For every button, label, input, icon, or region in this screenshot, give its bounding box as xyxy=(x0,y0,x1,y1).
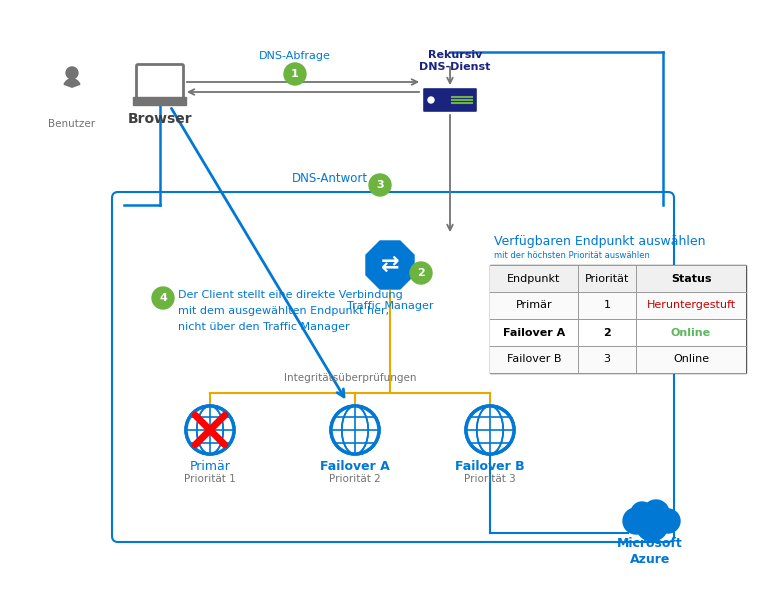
FancyBboxPatch shape xyxy=(490,265,746,292)
Circle shape xyxy=(428,97,434,103)
FancyBboxPatch shape xyxy=(490,292,746,319)
Text: Microsoft
Azure: Microsoft Azure xyxy=(617,537,682,566)
Text: Priorität 1: Priorität 1 xyxy=(184,474,236,484)
Text: Der Client stellt eine direkte Verbindung: Der Client stellt eine direkte Verbindun… xyxy=(178,290,402,300)
FancyBboxPatch shape xyxy=(423,88,477,113)
Text: Endpunkt: Endpunkt xyxy=(507,274,561,283)
Text: Priorität: Priorität xyxy=(585,274,629,283)
Text: Priorität 3: Priorität 3 xyxy=(464,474,516,484)
Circle shape xyxy=(332,407,378,453)
FancyBboxPatch shape xyxy=(490,319,746,346)
Text: 1: 1 xyxy=(291,69,299,79)
Text: mit der höchsten Priorität auswählen: mit der höchsten Priorität auswählen xyxy=(494,251,650,260)
Circle shape xyxy=(369,174,391,196)
Text: Failover A: Failover A xyxy=(320,460,390,473)
Text: Integritätsüberprüfungen: Integritätsüberprüfungen xyxy=(284,373,417,383)
Circle shape xyxy=(631,502,653,524)
Text: nicht über den Traffic Manager: nicht über den Traffic Manager xyxy=(178,322,349,332)
Text: 1: 1 xyxy=(604,301,611,311)
Polygon shape xyxy=(366,241,414,289)
Circle shape xyxy=(186,406,234,454)
Circle shape xyxy=(66,67,78,79)
Text: mit dem ausgewählten Endpunkt her,: mit dem ausgewählten Endpunkt her, xyxy=(178,306,389,316)
FancyBboxPatch shape xyxy=(136,64,183,100)
Text: 3: 3 xyxy=(604,355,611,364)
Text: Browser: Browser xyxy=(128,112,193,126)
FancyBboxPatch shape xyxy=(490,265,746,373)
Circle shape xyxy=(284,63,306,85)
Circle shape xyxy=(466,406,514,454)
Text: 2: 2 xyxy=(417,268,425,278)
Text: Failover A: Failover A xyxy=(503,328,566,337)
Text: Rekursiv
DNS-Dienst: Rekursiv DNS-Dienst xyxy=(420,50,491,72)
Text: Failover B: Failover B xyxy=(507,355,562,364)
Text: 2: 2 xyxy=(603,328,611,337)
Text: ⇄: ⇄ xyxy=(381,255,399,275)
Text: Traffic Manager: Traffic Manager xyxy=(347,301,433,311)
Circle shape xyxy=(636,509,668,541)
Circle shape xyxy=(623,508,649,534)
FancyBboxPatch shape xyxy=(629,517,673,531)
Text: Benutzer: Benutzer xyxy=(48,119,96,129)
Text: Priorität 2: Priorität 2 xyxy=(329,474,381,484)
Text: Status: Status xyxy=(671,274,711,283)
Circle shape xyxy=(656,509,680,533)
FancyBboxPatch shape xyxy=(133,97,186,106)
Text: DNS-Antwort: DNS-Antwort xyxy=(292,172,368,185)
Text: 3: 3 xyxy=(376,180,384,190)
Text: Online: Online xyxy=(673,355,709,364)
Text: Online: Online xyxy=(671,328,711,337)
Circle shape xyxy=(467,407,513,453)
Text: 4: 4 xyxy=(159,293,167,303)
Circle shape xyxy=(410,262,432,284)
Text: DNS-Abfrage: DNS-Abfrage xyxy=(259,51,331,61)
Circle shape xyxy=(152,287,174,309)
Circle shape xyxy=(331,406,379,454)
Text: Primär: Primär xyxy=(190,460,230,473)
Text: Failover B: Failover B xyxy=(456,460,525,473)
Wedge shape xyxy=(64,79,80,87)
Text: Primär: Primär xyxy=(516,301,552,311)
Circle shape xyxy=(187,407,233,453)
Text: Verfügbaren Endpunkt auswählen: Verfügbaren Endpunkt auswählen xyxy=(494,235,705,248)
Circle shape xyxy=(643,500,669,526)
Text: Heruntergestuft: Heruntergestuft xyxy=(647,301,736,311)
FancyBboxPatch shape xyxy=(490,346,746,373)
